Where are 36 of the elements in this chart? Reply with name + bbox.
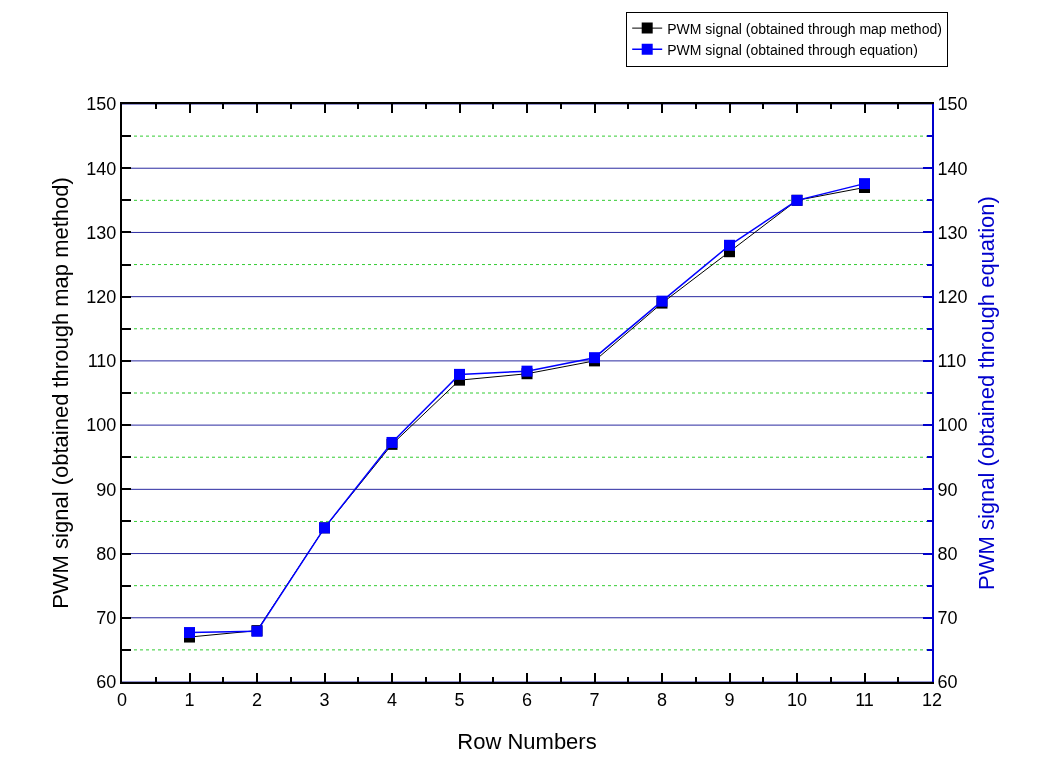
y2-tick-label: 140 — [937, 158, 968, 179]
x-tick-label: 2 — [251, 689, 263, 710]
y-tick-label: 60 — [96, 672, 117, 693]
legend-label: PWM signal (obtained through equation) — [667, 41, 918, 58]
y-tick-label: 150 — [86, 94, 117, 115]
legend-label: PWM signal (obtained through map method) — [667, 20, 942, 37]
x-tick-label: 1 — [184, 689, 195, 710]
x-tick-label: 9 — [724, 689, 735, 710]
y-tick-label: 140 — [86, 158, 117, 179]
y-tick-label: 100 — [86, 415, 117, 436]
x-axis-title: Row Numbers — [457, 729, 597, 754]
x-tick-label: 8 — [656, 689, 668, 710]
y-tick-label: 90 — [96, 479, 117, 500]
x-tick-label: 10 — [786, 689, 808, 710]
y-tick-label: 120 — [86, 286, 117, 307]
x-tick-label: 6 — [521, 689, 533, 710]
y2-tick-label: 70 — [937, 608, 958, 629]
y2-tick-label: 80 — [937, 543, 958, 564]
y2-tick-label: 130 — [937, 222, 968, 243]
y-axis-title: PWM signal (obtained through map method) — [47, 177, 73, 609]
x-tick-label: 5 — [454, 689, 465, 710]
y2-tick-label: 120 — [937, 286, 968, 307]
y2-axis-title: PWM signal (obtained through equation) — [974, 196, 1000, 590]
y-tick-label: 80 — [96, 543, 117, 564]
y-tick-label: 130 — [86, 222, 117, 243]
x-tick-label: 11 — [855, 689, 874, 710]
y2-tick-label: 110 — [937, 351, 967, 372]
x-tick-label: 3 — [319, 689, 330, 710]
x-tick-label: 4 — [386, 689, 398, 710]
y2-tick-label: 100 — [937, 415, 968, 436]
x-tick-label: 7 — [589, 689, 600, 710]
y-tick-label: 70 — [96, 608, 117, 629]
y2-tick-label: 150 — [937, 94, 968, 115]
y-tick-label: 110 — [87, 351, 117, 372]
x-tick-label: 0 — [116, 689, 128, 710]
y2-tick-label: 90 — [937, 479, 958, 500]
